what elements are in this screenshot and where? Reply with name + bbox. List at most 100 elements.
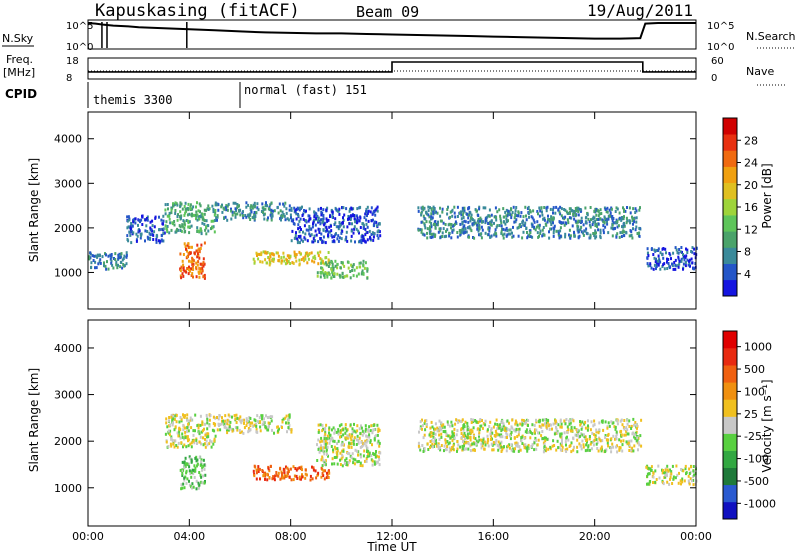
power-cell: [471, 218, 474, 221]
velocity-cell: [335, 430, 338, 434]
velocity-cell: [456, 440, 459, 443]
power-cell: [117, 256, 120, 260]
power-cell: [460, 230, 463, 234]
velocity-cell: [433, 437, 436, 441]
power-cell: [141, 214, 143, 218]
velocity-cell: [678, 471, 680, 475]
noise-right-label: N.Search: [746, 30, 796, 43]
power-cell: [529, 229, 532, 233]
power-cell: [170, 211, 173, 215]
power-cell: [670, 257, 672, 261]
power-cell: [593, 234, 596, 237]
velocity-cell: [592, 443, 595, 447]
power-cell: [615, 206, 618, 210]
velocity-cell: [365, 434, 368, 438]
velocity-cell: [600, 449, 603, 453]
velocity-cell: [377, 429, 380, 433]
power-cell: [179, 229, 182, 232]
power-cell: [429, 225, 431, 229]
power-cell: [631, 215, 633, 219]
velocity-cell: [484, 419, 487, 423]
power-cell: [293, 236, 296, 240]
velocity-cell: [513, 428, 516, 432]
power-cell: [300, 228, 302, 231]
velocity-cell: [483, 440, 486, 444]
power-cell: [597, 222, 600, 226]
power-cell: [212, 219, 215, 223]
velocity-cell: [181, 460, 184, 464]
velocity-cell: [167, 419, 170, 423]
power-cell: [366, 225, 369, 229]
power-cell: [543, 218, 546, 222]
velocity-cell: [623, 419, 626, 422]
power-cell: [217, 208, 220, 212]
power-cell: [611, 223, 614, 227]
power-cell: [596, 208, 599, 212]
velocity-cell: [326, 441, 329, 445]
power-cell: [338, 221, 341, 224]
power-cell: [328, 261, 331, 265]
power-cbar-swatch-0: [723, 279, 737, 297]
velocity-cell: [337, 432, 340, 436]
power-cell: [201, 269, 204, 273]
power-cell: [510, 216, 513, 220]
velocity-cell: [373, 460, 376, 464]
power-cell: [658, 259, 661, 262]
power-cell: [496, 210, 499, 214]
velocity-cell: [544, 422, 546, 426]
power-cell: [353, 214, 356, 217]
power-cell: [257, 252, 260, 256]
power-cell: [606, 210, 609, 214]
velocity-cell: [521, 420, 524, 424]
power-cell: [308, 252, 311, 256]
power-cell: [125, 262, 128, 266]
power-cell: [462, 228, 465, 232]
power-cell: [236, 206, 239, 210]
velocity-cell: [569, 421, 572, 425]
power-cell: [207, 208, 210, 211]
velocity-cell: [182, 445, 184, 449]
velocity-cell: [526, 449, 529, 453]
velocity-cell: [500, 433, 503, 437]
velocity-cell: [174, 439, 177, 443]
velocity-cell: [265, 414, 267, 418]
velocity-cell: [460, 432, 463, 435]
power-cell: [196, 263, 199, 267]
power-cell: [577, 230, 580, 234]
velocity-cell: [348, 459, 351, 463]
velocity-cell: [487, 444, 490, 448]
velocity-cell: [194, 469, 197, 473]
velocity-cell: [478, 428, 481, 432]
power-cell: [282, 251, 285, 255]
power-cell: [480, 218, 483, 222]
power-cell: [445, 234, 448, 238]
velocity-cell: [442, 423, 445, 427]
velocity-cell: [353, 436, 356, 440]
power-cell: [199, 210, 201, 214]
power-cell: [131, 224, 134, 228]
power-cell: [502, 227, 505, 231]
velocity-cell: [235, 421, 238, 424]
power-cell: [244, 214, 247, 217]
velocity-cell: [224, 420, 227, 424]
velocity-cell: [288, 415, 291, 419]
power-cell: [214, 211, 217, 215]
power-cell: [253, 201, 256, 205]
power-cell: [535, 225, 538, 229]
power-cell: [548, 236, 551, 240]
power-cell: [663, 267, 666, 271]
velocity-cell: [626, 418, 629, 422]
power-cell: [506, 233, 509, 237]
velocity-cell: [508, 421, 510, 425]
power-cell: [516, 226, 519, 230]
power-cell: [365, 231, 368, 235]
power-cell: [272, 252, 275, 256]
power-cell: [686, 251, 689, 254]
power-cell: [515, 218, 518, 222]
velocity-cell: [669, 477, 671, 481]
velocity-cell: [610, 420, 613, 424]
power-cell: [236, 212, 239, 216]
power-cell: [168, 231, 171, 235]
velocity-cell: [437, 444, 440, 448]
